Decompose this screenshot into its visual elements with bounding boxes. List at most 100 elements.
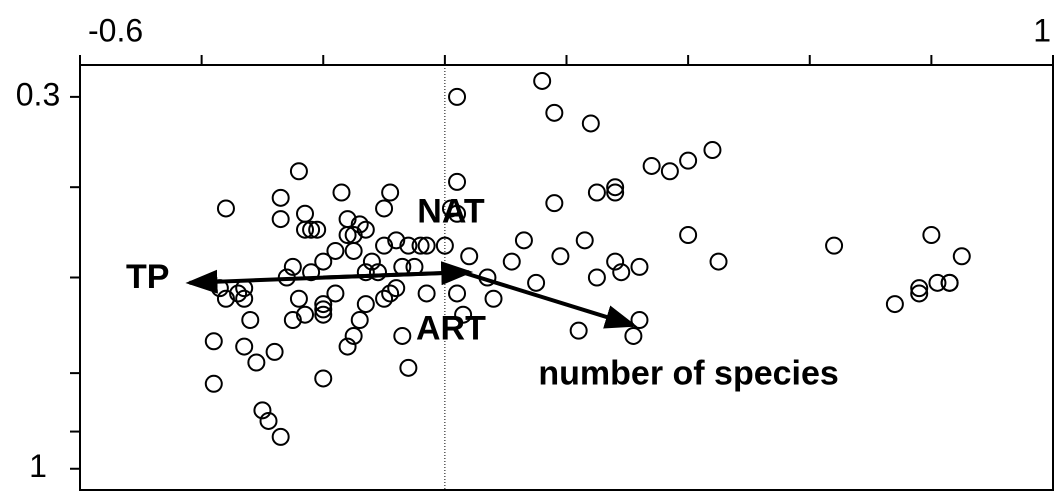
point [271, 427, 290, 446]
point [417, 236, 436, 255]
point [502, 252, 521, 271]
point [940, 273, 959, 292]
point [356, 220, 375, 239]
point [581, 114, 600, 133]
point [235, 337, 254, 356]
biplot-arrow [444, 264, 638, 329]
point [435, 236, 454, 255]
point [417, 284, 436, 303]
point [283, 257, 302, 276]
point [314, 295, 333, 314]
point [326, 284, 345, 303]
point [575, 231, 594, 250]
point [204, 374, 223, 393]
point [660, 162, 679, 181]
point [296, 204, 315, 223]
point [399, 358, 418, 377]
point [703, 141, 722, 159]
point [910, 284, 929, 303]
point [271, 188, 290, 207]
point [448, 204, 467, 223]
point [326, 241, 345, 260]
point [356, 295, 375, 314]
point [885, 295, 904, 314]
point [454, 305, 473, 324]
point [289, 289, 308, 308]
point [381, 284, 400, 303]
point [302, 220, 321, 239]
point [709, 252, 728, 271]
point [204, 332, 223, 351]
point [411, 236, 430, 255]
point [679, 226, 698, 244]
point [356, 263, 375, 282]
point [642, 156, 661, 175]
point [630, 257, 649, 276]
annotation: NAT [417, 193, 485, 231]
point [229, 284, 248, 303]
point [216, 289, 235, 308]
point [344, 326, 363, 345]
point [368, 263, 387, 282]
point [606, 252, 625, 271]
point [332, 183, 351, 202]
point [253, 401, 272, 420]
point [375, 199, 394, 218]
point [235, 289, 254, 308]
x-tick-label: 1 [1033, 12, 1051, 48]
point [338, 337, 357, 356]
y-tick-label: 0.3 [16, 76, 60, 112]
plot-frame [79, 64, 1054, 491]
x-tick-label: -0.6 [88, 12, 143, 48]
point [241, 311, 260, 329]
point [606, 183, 625, 202]
point [387, 279, 406, 298]
point [350, 215, 369, 234]
point [308, 220, 327, 239]
point [587, 268, 606, 287]
point [514, 231, 533, 250]
arrow-label: number of species [538, 354, 838, 392]
biplot-arrow [323, 261, 474, 286]
point [448, 284, 467, 303]
point [448, 87, 467, 106]
point [612, 263, 631, 282]
y-tick-label: 1 [29, 448, 47, 484]
point [679, 151, 698, 170]
point [460, 247, 479, 266]
point [314, 300, 333, 319]
point [527, 273, 546, 292]
point [302, 263, 321, 282]
point [283, 311, 302, 329]
point [825, 236, 844, 255]
point [381, 183, 400, 202]
point [448, 172, 467, 191]
point [362, 252, 381, 271]
point [910, 279, 929, 298]
point [296, 220, 315, 239]
point [484, 289, 503, 308]
point [928, 273, 947, 292]
point [350, 311, 369, 329]
point [922, 226, 941, 244]
point [630, 311, 649, 329]
annotation: ART [416, 310, 486, 348]
point [441, 199, 460, 218]
point [259, 411, 278, 430]
point [624, 326, 643, 345]
point [375, 289, 394, 308]
point [296, 305, 315, 324]
point [344, 241, 363, 260]
point [338, 226, 357, 244]
point [289, 162, 308, 181]
point [216, 199, 235, 218]
point [606, 178, 625, 197]
point [375, 236, 394, 255]
point [314, 305, 333, 324]
point [952, 247, 971, 266]
point [545, 103, 564, 122]
point [569, 321, 588, 340]
arrow-label: TP [126, 258, 169, 296]
